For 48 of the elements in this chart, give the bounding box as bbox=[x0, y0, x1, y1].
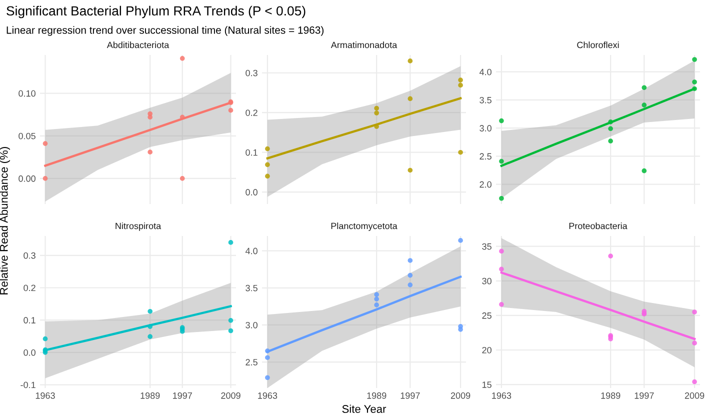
chart-title: Abditibacteriota bbox=[106, 42, 170, 48]
x-tick-label: 2009 bbox=[221, 392, 240, 399]
y-tick-label: 0.1 bbox=[246, 149, 258, 156]
y-tick-label: 3.0 bbox=[246, 322, 258, 328]
x-axis-title: Site Year bbox=[342, 404, 386, 413]
y-tick-label: 2.5 bbox=[480, 153, 492, 160]
text: Significant Bacterial Phylum RRA Trends (P < 0.05) bbox=[6, 6, 306, 18]
y-tick-label: 0.05 bbox=[18, 132, 36, 140]
y-tick-label: 3.5 bbox=[246, 284, 258, 292]
y-axis-title: Relative Read Abundance (%) bbox=[0, 147, 10, 294]
y-tick-label: 15 bbox=[482, 382, 492, 388]
y-tick-label: 30 bbox=[482, 278, 492, 284]
x-tick-label: 1997 bbox=[400, 392, 420, 399]
y-tick-label: 35 bbox=[482, 243, 492, 250]
x-tick-label: 2009 bbox=[684, 392, 704, 399]
x-tick-label: 2009 bbox=[450, 392, 470, 399]
chart-title: Nitrospirota bbox=[116, 222, 162, 231]
y-tick-label: -0.1 bbox=[20, 382, 36, 388]
y-tick-label: 0.2 bbox=[246, 110, 258, 116]
y-tick-label: 4.0 bbox=[245, 248, 258, 254]
x-tick-label: 1963 bbox=[36, 392, 55, 399]
y-tick-label: 0.1 bbox=[24, 317, 36, 324]
chart-title: Armatimonadota bbox=[330, 42, 398, 48]
chart-title: Chloroflexi bbox=[577, 42, 619, 48]
y-tick-label: 0.2 bbox=[24, 284, 36, 292]
x-tick-label: 1989 bbox=[367, 392, 386, 399]
x-tick-label: 1989 bbox=[601, 392, 620, 399]
y-tick-label: 0.3 bbox=[24, 252, 36, 259]
y-tick-label: 20 bbox=[482, 346, 492, 354]
y-tick-label: 0.00 bbox=[18, 175, 36, 182]
y-tick-label: 0.3 bbox=[246, 70, 258, 76]
y-tick-label: 0.0 bbox=[24, 349, 36, 356]
x-tick-label: 1963 bbox=[492, 392, 512, 399]
y-tick-label: 0.0 bbox=[246, 189, 258, 196]
chart-title: Proteobacteria bbox=[569, 222, 628, 230]
x-tick-label: 1989 bbox=[140, 392, 160, 399]
y-tick-label: 3.5 bbox=[480, 96, 492, 104]
y-tick-label: 2.0 bbox=[480, 181, 492, 188]
y-tick-label: 4.0 bbox=[479, 68, 492, 76]
text: Linear regression trend over successional time (Natural sites = 1963) bbox=[6, 26, 324, 36]
y-tick-label: 25 bbox=[482, 312, 492, 319]
x-tick-label: 1997 bbox=[173, 392, 192, 399]
y-tick-label: 0.10 bbox=[18, 90, 36, 97]
chart-title: Planctomycetota bbox=[331, 222, 398, 231]
x-tick-label: 1997 bbox=[634, 392, 654, 399]
x-tick-label: 1963 bbox=[258, 392, 278, 399]
y-tick-label: 3.0 bbox=[480, 125, 492, 132]
y-tick-label: 2.5 bbox=[246, 359, 258, 366]
